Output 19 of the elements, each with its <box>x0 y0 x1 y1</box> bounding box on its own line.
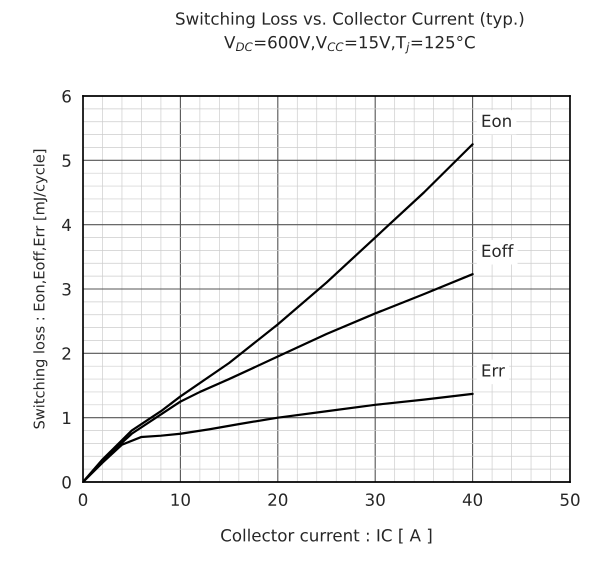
y-tick-label: 5 <box>62 154 70 167</box>
y-tick-label: 3 <box>62 282 71 296</box>
x-tick-label: 30 <box>366 493 385 506</box>
x-tick-label: 20 <box>268 493 288 506</box>
y-tick-label: 6 <box>62 90 71 103</box>
y-axis-title: Switching loss : Eon,Eoff,Err [mJ/cycle] <box>33 150 48 428</box>
y-tick-label: 4 <box>62 218 71 231</box>
y-tick-label: 2 <box>62 347 70 360</box>
x-tick-label: 50 <box>560 493 580 506</box>
series-label: Eoff <box>482 244 514 258</box>
chart-title: Switching Loss vs. Collector Current (typ.) V$_{DC}$=600V,V$_{CC}$=15V,T$_{j}$=125°C <box>176 12 524 54</box>
series-label: Err <box>482 364 505 377</box>
x-tick-label: 40 <box>462 493 482 506</box>
x-tick-label: 10 <box>172 493 190 506</box>
y-tick-label: 0 <box>62 476 71 489</box>
x-tick-label: 0 <box>78 493 88 506</box>
series-label: Eon <box>482 114 511 128</box>
x-axis-title: Collector current : IC [ A ] <box>221 528 432 544</box>
y-tick-label: 1 <box>63 412 70 424</box>
